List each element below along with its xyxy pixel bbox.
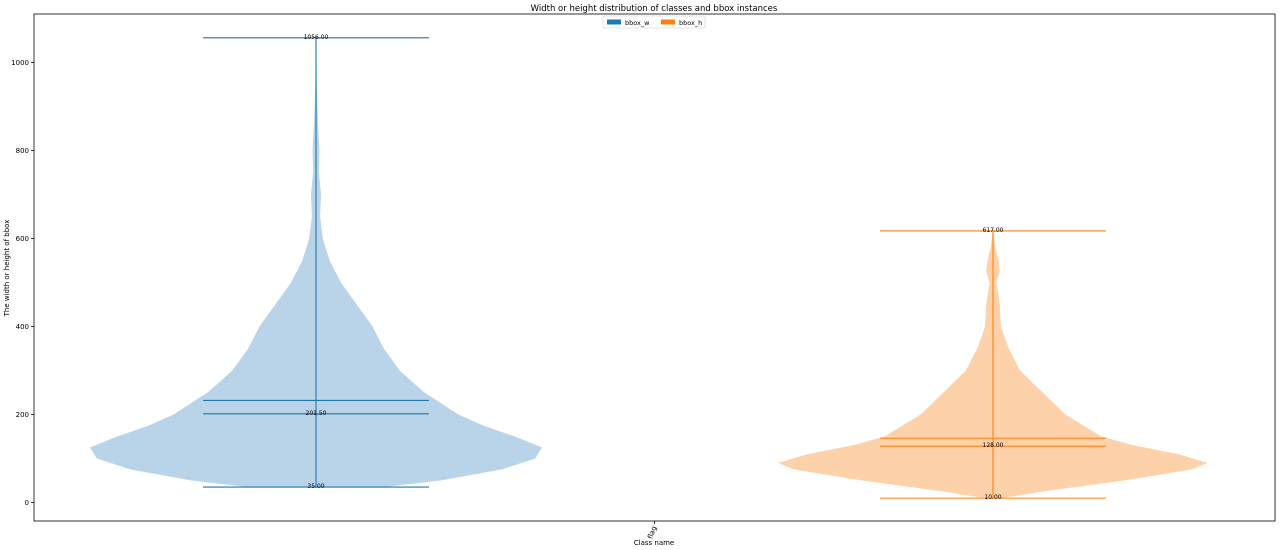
x-axis-label: Class name	[634, 539, 675, 547]
y-tick-label-200: 200	[16, 411, 29, 419]
legend-swatch-bbox-w	[607, 19, 621, 25]
violin-max-label-bbox-w: 1056.00	[304, 34, 329, 41]
legend-label-bbox-w: bbox_w	[625, 19, 650, 27]
violin-min-label-bbox-w: 35.00	[307, 483, 324, 490]
chart-title: Width or height distribution of classes …	[531, 4, 778, 14]
legend-swatch-bbox-h	[661, 19, 675, 25]
y-tick-label-800: 800	[16, 147, 29, 155]
y-tick-label-0: 0	[25, 499, 29, 507]
axes: 0 200 400 600 800 1000 flag	[11, 59, 658, 540]
x-tick-label-flag: flag	[646, 525, 658, 540]
plot-area: 1056.00 201.50 35.00 617.00 128.00 10.00	[90, 34, 1208, 501]
legend-label-bbox-h: bbox_h	[679, 19, 702, 27]
violin-max-label-bbox-h: 617.00	[983, 227, 1004, 234]
legend-frame	[602, 15, 706, 29]
y-tick-label-400: 400	[16, 323, 29, 331]
violin-median-label-bbox-w: 201.50	[306, 410, 327, 417]
violin-median-label-bbox-h: 128.00	[983, 442, 1004, 449]
violin-min-label-bbox-h: 10.00	[984, 494, 1001, 501]
y-axis-label: The width or height of bbox	[3, 220, 11, 318]
y-tick-label-1000: 1000	[11, 59, 29, 67]
legend: bbox_w bbox_h	[602, 15, 706, 29]
y-tick-label-600: 600	[16, 235, 29, 243]
